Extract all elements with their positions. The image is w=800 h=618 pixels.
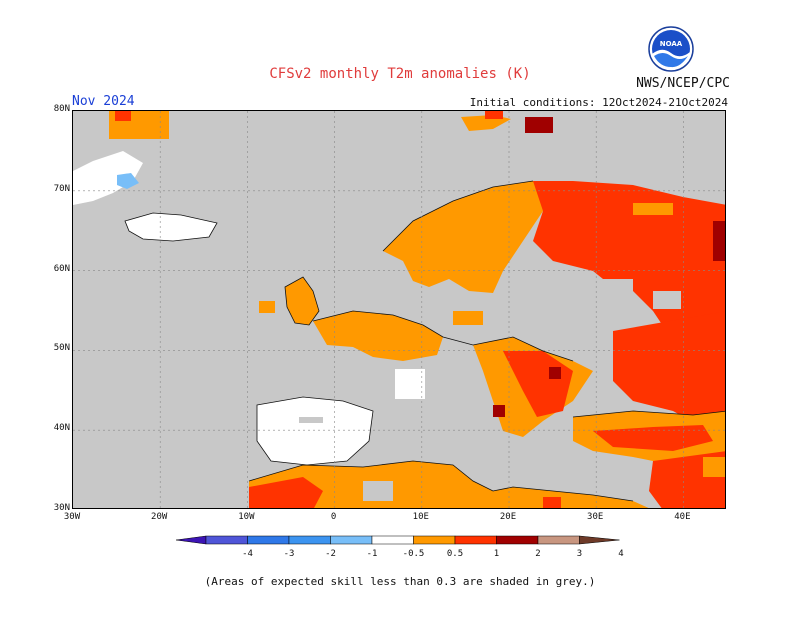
colorbar-tick-label: 2 [535, 549, 540, 559]
colorbar-tick-label: 4 [618, 549, 623, 559]
lon-tick-label: 30W [63, 512, 81, 522]
lon-tick-label: 0 [330, 512, 337, 522]
initial-conditions: Initial conditions: 12Oct2024-21Oct2024 [469, 96, 728, 109]
noaa-logo-icon: NOAA [648, 26, 694, 72]
lon-tick-label: 20E [499, 512, 517, 522]
iberia-region [257, 397, 373, 465]
colorbar-min-extend [175, 535, 207, 545]
colorbar-segment [288, 535, 331, 545]
lon-tick-label: 20W [151, 512, 168, 522]
colorbar-tick-label: -1 [367, 549, 378, 559]
map-title: CFSv2 monthly T2m anomalies (K) [269, 66, 531, 82]
lat-tick-label: 60N [53, 263, 70, 274]
colorbar-segment [330, 535, 373, 545]
anomaly-map [72, 110, 726, 509]
colorbar-tick-label: -2 [325, 549, 336, 559]
colorbar-tick-label: -3 [284, 549, 295, 559]
alps-white-patch [395, 369, 425, 399]
noaa-logo-text: NOAA [660, 40, 683, 48]
map-gridlines [73, 111, 725, 508]
colorbar-segment [537, 535, 580, 545]
colorbar-segment [247, 535, 290, 545]
scandinavia-region [383, 181, 553, 293]
colorbar-tick-label: -4 [242, 549, 253, 559]
map-canvas [73, 111, 725, 508]
colorbar-segment [413, 535, 456, 545]
uk-region [285, 277, 319, 325]
iceland-region [125, 213, 217, 241]
colorbar-segment [496, 535, 539, 545]
colorbar-segment [205, 535, 248, 545]
lon-tick-label: 40E [674, 512, 691, 522]
colorbar-tick-label: -0.5 [403, 549, 425, 559]
agency-label: NWS/NCEP/CPC [636, 76, 730, 91]
lat-tick-label: 40N [53, 423, 70, 434]
russia-east-region [613, 311, 725, 440]
colorbar-tick-label: 1 [494, 549, 499, 559]
lat-tick-label: 80N [53, 104, 70, 114]
skill-footnote: (Areas of expected skill less than 0.3 a… [204, 575, 596, 588]
lat-tick-label: 30N [53, 503, 70, 513]
lon-tick-label: 10E [412, 512, 429, 522]
colorbar-segment [371, 535, 414, 545]
lon-tick-label: 10W [238, 512, 255, 522]
greenland-region [73, 151, 143, 205]
colorbar-segment [454, 535, 497, 545]
western-europe-region [313, 311, 443, 361]
lat-tick-label: 70N [53, 183, 70, 194]
forecast-month: Nov 2024 [72, 94, 135, 109]
lat-tick-label: 50N [53, 343, 70, 354]
north-africa-region [249, 461, 649, 508]
lon-tick-label: 30E [587, 512, 604, 522]
colorbar-max-extend [579, 535, 620, 545]
greenland-cool-patch [117, 173, 139, 189]
colorbar: -4 -3 -2 -1 -0.5 0.5 1 2 3 4 [175, 535, 624, 559]
colorbar-tick-label: 3 [577, 549, 582, 559]
germany-patch [453, 311, 483, 325]
colorbar-tick-label: 0.5 [447, 549, 463, 559]
